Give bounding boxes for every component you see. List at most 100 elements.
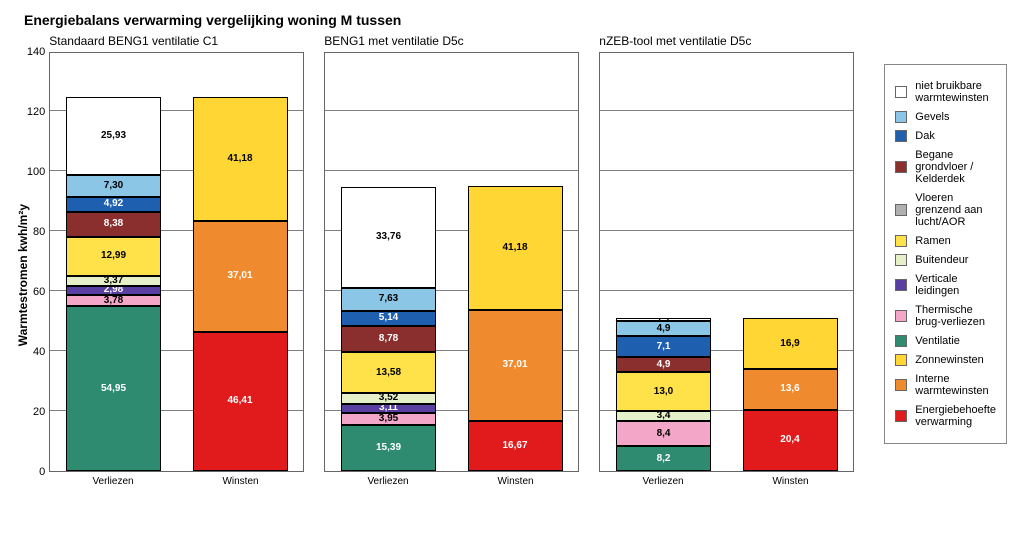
legend-item: Ventilatie <box>895 335 996 347</box>
segment-value-label: 3,52 <box>379 393 398 403</box>
legend-label: Vloeren grenzend aan lucht/AOR <box>915 192 996 228</box>
y-tick-label: 60 <box>33 286 45 298</box>
legend-item: Interne warmtewinsten <box>895 373 996 397</box>
bar-segment-thermische_brug: 3,78 <box>66 295 161 306</box>
bar-segment-begane_grondvloer: 8,78 <box>341 326 436 352</box>
legend-label: Energiebehoefte verwarming <box>915 404 996 428</box>
legend-item: Thermische brug-verliezen <box>895 304 996 328</box>
stacked-bar: 15,393,953,113,5213,588,785,147,6333,76 <box>341 187 436 471</box>
bar-segment-ventilatie: 8,2 <box>616 446 711 471</box>
bar-segment-ramen: 12,99 <box>66 237 161 276</box>
legend-item: Buitendeur <box>895 254 996 266</box>
segment-value-label: 13,58 <box>376 368 401 378</box>
segment-value-label: 20,4 <box>780 435 799 445</box>
segment-value-label: 4,92 <box>104 199 123 209</box>
segment-value-label: 4,9 <box>657 324 671 334</box>
legend-label: Gevels <box>915 111 949 123</box>
x-tick-label: Winsten <box>743 476 838 487</box>
legend-swatch <box>895 379 907 391</box>
segment-value-label: 8,4 <box>657 429 671 439</box>
stacked-bar: 16,67 37,01 41,18 <box>468 186 563 471</box>
bar-segment-ramen: 13,58 <box>341 352 436 393</box>
legend-swatch <box>895 204 907 216</box>
bar-segment-buitendeur: 3,37 <box>66 276 161 286</box>
bar-segment-zonnewinsten: 41,18 <box>468 186 563 310</box>
legend: niet bruikbare warmtewinsten Gevels Dak Beg… <box>884 64 1007 444</box>
segment-value-label: 25,93 <box>101 131 126 141</box>
stacked-bar: 46,41 37,01 41,18 <box>193 97 288 471</box>
segment-value-label: 16,67 <box>503 441 528 451</box>
segment-value-label: 3,37 <box>104 276 123 286</box>
x-axis-labels: VerliezenWinsten <box>49 476 304 487</box>
legend-swatch <box>895 130 907 142</box>
x-axis-labels: Verliezen Winsten <box>599 476 854 487</box>
legend-swatch <box>895 279 907 291</box>
plot-area: 54,953,782,983,37 12,99 8,38 4,92 7,30 25,93 4… <box>49 52 304 472</box>
panel-title: nZEB-tool met ventilatie D5c <box>599 34 854 52</box>
segment-value-label: 8,38 <box>104 219 123 229</box>
legend-item: Energiebehoefte verwarming <box>895 404 996 428</box>
segment-value-label: 37,01 <box>503 360 528 370</box>
legend-swatch <box>895 310 907 322</box>
legend-label: Dak <box>915 130 935 142</box>
bar-segment-niet_bruikbare: 25,93 <box>66 97 161 175</box>
bars-wrap: 54,953,782,983,37 12,99 8,38 4,92 7,30 25,93 4… <box>50 53 303 471</box>
panel-title: BENG1 met ventilatie D5c <box>324 34 579 52</box>
bar-segment-zonnewinsten: 16,9 <box>743 318 838 369</box>
segment-value-label: 8,78 <box>379 334 398 344</box>
legend-swatch <box>895 86 907 98</box>
bar-segment-dak: 5,14 <box>341 311 436 326</box>
bar-segment-gevels: 4,9 <box>616 321 711 336</box>
segment-value-label: 3,11 <box>379 404 398 413</box>
segment-value-label: 33,76 <box>376 232 401 242</box>
bar-segment-verticale_leidingen: 2,98 <box>66 286 161 295</box>
legend-item: Ramen <box>895 235 996 247</box>
bar-segment-energiebehoefte: 46,41 <box>193 332 288 471</box>
segment-value-label: 46,41 <box>228 396 253 406</box>
legend-swatch <box>895 111 907 123</box>
x-tick-label: Verliezen <box>616 476 711 487</box>
segment-value-label: 15,39 <box>376 443 401 453</box>
segment-value-label: 7,1 <box>657 342 671 352</box>
legend-item: niet bruikbare warmtewinsten <box>895 80 996 104</box>
bar-segment-interne_warmtewinsten: 37,01 <box>468 310 563 421</box>
legend-item: Dak <box>895 130 996 142</box>
legend-label: Buitendeur <box>915 254 968 266</box>
chart-panel: Standaard BENG1 ventilatie C154,953,782,… <box>49 34 304 487</box>
chart-row: Warmtestromen kwh/m²y 020406080100120140… <box>16 34 1007 487</box>
bar-segment-energiebehoefte: 16,67 <box>468 421 563 471</box>
x-axis-labels: Verliezen Winsten <box>324 476 579 487</box>
segment-value-label: 3,78 <box>104 296 123 306</box>
chart-panel: nZEB-tool met ventilatie D5c 8,2 8,4 3,4 13,… <box>599 34 854 487</box>
y-axis-label: Warmtestromen kwh/m²y <box>16 174 30 346</box>
legend-item: Begane grondvloer / Kelderdek <box>895 149 996 185</box>
charts-container: Standaard BENG1 ventilatie C154,953,782,… <box>49 34 854 487</box>
bar-segment-dak: 4,92 <box>66 197 161 212</box>
legend-item: Verticale leidingen <box>895 273 996 297</box>
bar-segment-begane_grondvloer: 4,9 <box>616 357 711 372</box>
y-tick-label: 80 <box>33 226 45 238</box>
bar-segment-buitendeur: 3,52 <box>341 393 436 404</box>
x-tick-label: Verliezen <box>341 476 436 487</box>
bar-segment-ramen: 13,0 <box>616 372 711 411</box>
x-tick-label: Winsten <box>468 476 563 487</box>
bar-segment-dak: 7,1 <box>616 336 711 357</box>
legend-item: Vloeren grenzend aan lucht/AOR <box>895 192 996 228</box>
legend-swatch <box>895 410 907 422</box>
bar-segment-niet_bruikbare: 33,76 <box>341 187 436 288</box>
segment-value-label: 3,4 <box>657 411 671 421</box>
segment-value-label: 12,99 <box>101 251 126 261</box>
bar-segment-interne_warmtewinsten: 13,6 <box>743 369 838 410</box>
segment-value-label: 5,14 <box>379 313 398 323</box>
segment-value-label: 41,18 <box>228 154 253 164</box>
chart-panel: BENG1 met ventilatie D5c15,393,953,113,5… <box>324 34 579 487</box>
segment-value-label: 13,0 <box>654 387 673 397</box>
segment-value-label: 7,30 <box>104 181 123 191</box>
bar-segment-ventilatie: 54,95 <box>66 306 161 471</box>
legend-swatch <box>895 235 907 247</box>
bar-segment-interne_warmtewinsten: 37,01 <box>193 221 288 332</box>
legend-swatch <box>895 161 907 173</box>
stacked-bar: 54,953,782,983,37 12,99 8,38 4,92 7,30 25,93 <box>66 97 161 471</box>
legend-label: Verticale leidingen <box>915 273 996 297</box>
legend-label: Thermische brug-verliezen <box>915 304 996 328</box>
